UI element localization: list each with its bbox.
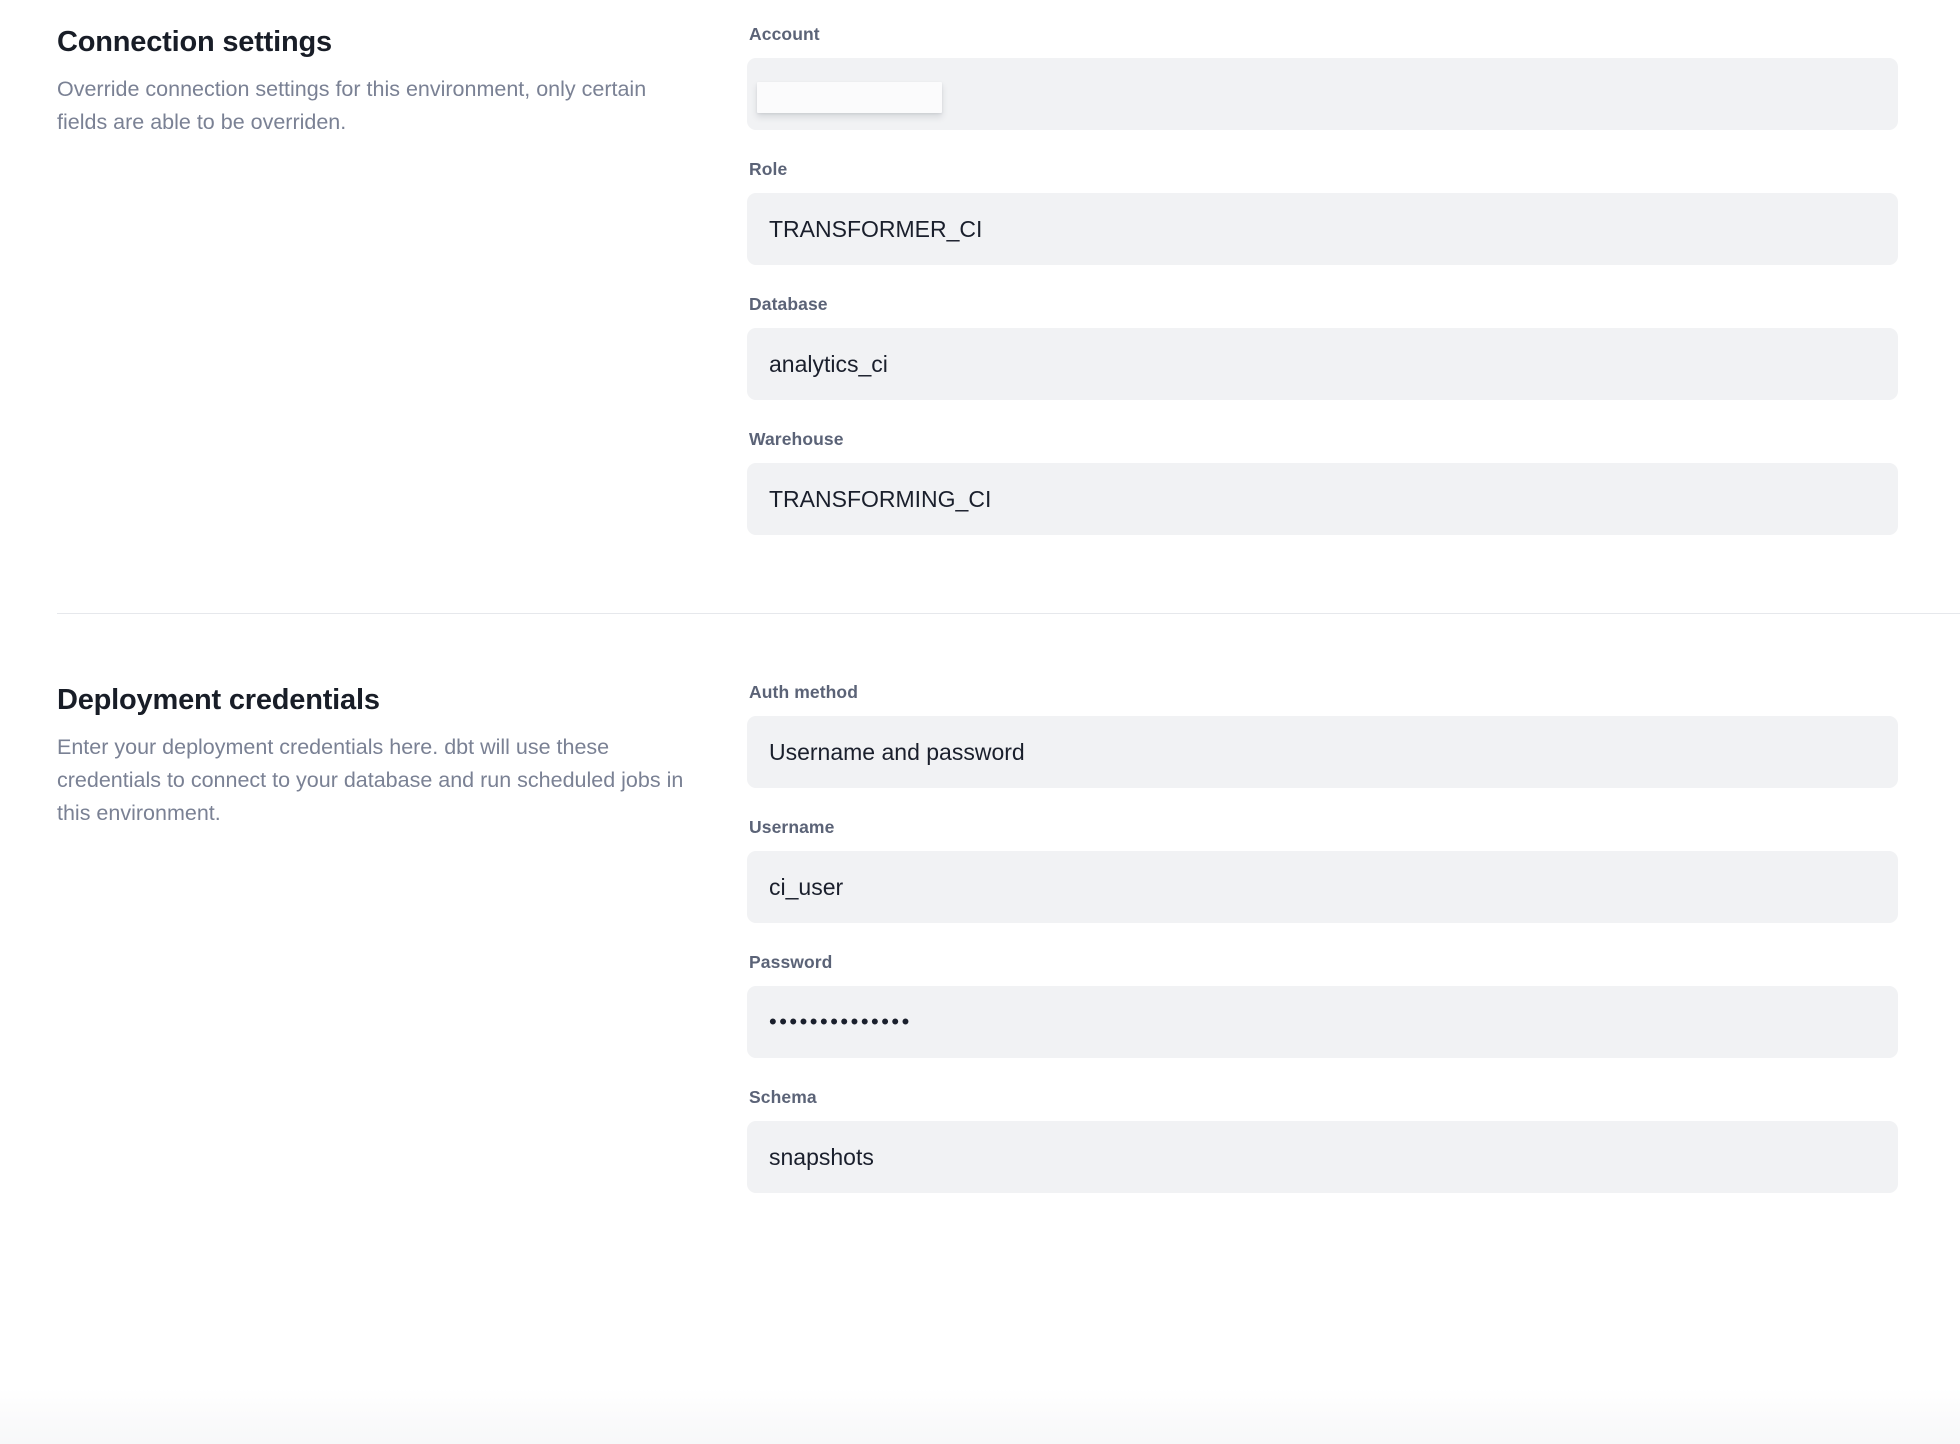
field-warehouse: Warehouse TRANSFORMING_CI	[747, 429, 1898, 535]
database-label: Database	[749, 294, 828, 314]
field-password: Password ••••••••••••••	[747, 952, 1898, 1058]
database-input[interactable]: analytics_ci	[747, 328, 1898, 400]
account-input[interactable]	[747, 58, 1898, 130]
field-database: Database analytics_ci	[747, 294, 1898, 400]
username-label: Username	[749, 817, 835, 837]
deployment-credentials-section: Deployment credentials Enter your deploy…	[0, 614, 1960, 1193]
password-value: ••••••••••••••	[769, 1009, 912, 1034]
password-label: Password	[749, 952, 833, 972]
connection-settings-fields: Account Role TRANSFORMER_CI Database ana…	[747, 24, 1960, 535]
field-account: Account	[747, 24, 1898, 130]
role-label: Role	[749, 159, 788, 179]
account-redaction-overlay	[757, 82, 942, 113]
username-value: ci_user	[769, 873, 844, 900]
database-value: analytics_ci	[769, 350, 888, 377]
deployment-credentials-title: Deployment credentials	[57, 684, 380, 716]
schema-value: snapshots	[769, 1143, 874, 1170]
warehouse-input[interactable]: TRANSFORMING_CI	[747, 463, 1898, 535]
deployment-credentials-fields: Auth method Username and password Userna…	[747, 682, 1960, 1193]
connection-settings-section: Connection settings Override connection …	[0, 0, 1960, 535]
auth-method-value: Username and password	[769, 738, 1025, 765]
field-auth-method: Auth method Username and password	[747, 682, 1898, 788]
auth-method-label: Auth method	[749, 682, 858, 702]
schema-input[interactable]: snapshots	[747, 1121, 1898, 1193]
deployment-credentials-description-column: Deployment credentials Enter your deploy…	[57, 682, 747, 831]
deployment-credentials-description: Enter your deployment credentials here. …	[57, 734, 684, 826]
role-input[interactable]: TRANSFORMER_CI	[747, 193, 1898, 265]
page-bottom-band	[0, 1389, 1960, 1444]
account-label: Account	[749, 24, 820, 44]
password-input[interactable]: ••••••••••••••	[747, 986, 1898, 1058]
connection-settings-description-column: Connection settings Override connection …	[57, 24, 747, 139]
field-username: Username ci_user	[747, 817, 1898, 923]
warehouse-value: TRANSFORMING_CI	[769, 485, 992, 512]
username-input[interactable]: ci_user	[747, 851, 1898, 923]
role-value: TRANSFORMER_CI	[769, 215, 983, 242]
connection-settings-title: Connection settings	[57, 26, 332, 58]
auth-method-input[interactable]: Username and password	[747, 716, 1898, 788]
warehouse-label: Warehouse	[749, 429, 844, 449]
field-schema: Schema snapshots	[747, 1087, 1898, 1193]
section-divider	[57, 613, 1960, 614]
connection-settings-description: Override connection settings for this en…	[57, 76, 647, 134]
field-role: Role TRANSFORMER_CI	[747, 159, 1898, 265]
schema-label: Schema	[749, 1087, 817, 1107]
